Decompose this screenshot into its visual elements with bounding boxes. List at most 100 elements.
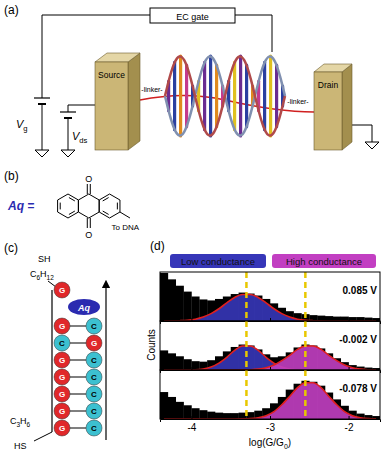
base bbox=[54, 318, 70, 334]
histogram-bar bbox=[184, 405, 192, 419]
helix-rung bbox=[173, 62, 176, 130]
vg-label: Vg bbox=[16, 118, 28, 133]
reference-line bbox=[245, 321, 248, 370]
thiol: SH bbox=[38, 254, 51, 264]
base bbox=[54, 420, 70, 436]
linker-bond bbox=[34, 432, 52, 441]
histogram-bar bbox=[191, 408, 199, 419]
base bbox=[54, 369, 70, 385]
base-pair-bond bbox=[70, 360, 86, 361]
wire bbox=[42, 104, 43, 150]
block-front bbox=[95, 62, 128, 150]
reference-line bbox=[304, 321, 307, 370]
probe bbox=[68, 299, 100, 315]
double-bond bbox=[60, 203, 61, 210]
panel-title: -0.078 V bbox=[339, 383, 377, 394]
fit-line bbox=[164, 295, 376, 321]
ground bbox=[61, 150, 75, 157]
base-label: C bbox=[91, 390, 97, 399]
helix-rung bbox=[203, 62, 206, 130]
wire bbox=[68, 105, 95, 112]
battery-plate bbox=[60, 111, 76, 112]
base-label: G bbox=[59, 407, 65, 416]
histogram-bar bbox=[191, 361, 199, 370]
histogram-bar bbox=[184, 292, 192, 321]
linker-formula: C3H6 bbox=[10, 416, 31, 428]
linker-label: -linker- bbox=[287, 98, 309, 105]
base-label: G bbox=[59, 424, 65, 433]
molecule-name: Aq = bbox=[7, 199, 34, 213]
figure: (a)EC gateVgVdsSourceDrain-linker--linke… bbox=[0, 0, 390, 453]
block-top bbox=[95, 53, 140, 62]
helix-rung bbox=[179, 56, 182, 136]
histogram-bar bbox=[176, 286, 184, 321]
double-bond bbox=[117, 203, 118, 210]
helix-strand bbox=[165, 56, 285, 135]
panel-title: 0.085 V bbox=[343, 285, 378, 296]
fit-area bbox=[164, 346, 376, 370]
double-bond bbox=[69, 198, 75, 201]
x-axis-title-part: ) bbox=[288, 437, 291, 448]
histogram-panel: 0.085 V bbox=[160, 272, 381, 324]
histogram-bar bbox=[168, 397, 176, 419]
reference-line bbox=[245, 272, 248, 321]
base-label: G bbox=[59, 356, 65, 365]
tick: -3 bbox=[266, 416, 275, 433]
base bbox=[86, 386, 102, 402]
base bbox=[86, 420, 102, 436]
histogram-bar bbox=[207, 412, 215, 419]
base-label: G bbox=[59, 322, 65, 331]
base-pair-bond bbox=[70, 428, 86, 429]
base-label: G bbox=[91, 339, 97, 348]
axis-line bbox=[161, 322, 381, 325]
panel-b: (b)Aq =OOTo DNA bbox=[4, 169, 140, 240]
carbonyl-bond bbox=[87, 184, 88, 194]
legend-label: Low conductance bbox=[181, 256, 255, 267]
axis-line bbox=[161, 371, 381, 374]
helix-rung bbox=[209, 56, 212, 136]
carbonyl-bond bbox=[90, 184, 91, 194]
base bbox=[86, 352, 102, 368]
base-pair-bond bbox=[70, 394, 86, 395]
tick-mark bbox=[270, 416, 271, 419]
legend-box bbox=[272, 254, 376, 268]
x-axis-title: log(G/G0) bbox=[249, 437, 291, 450]
wire bbox=[352, 125, 372, 142]
histogram-bar bbox=[160, 392, 168, 419]
base bbox=[54, 335, 70, 351]
panel-d: (d)Low conductanceHigh conductanceCounts… bbox=[146, 239, 381, 450]
base-pair-bond bbox=[70, 326, 86, 327]
attachment-label: To DNA bbox=[112, 223, 140, 232]
histogram-bar bbox=[168, 353, 176, 370]
legend-label: High conductance bbox=[286, 256, 362, 267]
base-label: C bbox=[91, 407, 97, 416]
drain-block bbox=[314, 64, 352, 150]
x-axis-title-part: log(G/G bbox=[249, 437, 284, 448]
base bbox=[54, 352, 70, 368]
subscript: g bbox=[23, 124, 27, 133]
panel-a: (a)EC gateVgVdsSourceDrain-linker--linke… bbox=[4, 3, 379, 157]
reference-line bbox=[245, 370, 248, 419]
subscript: 12 bbox=[47, 274, 55, 281]
base-label: C bbox=[91, 373, 97, 382]
battery-plate bbox=[34, 97, 50, 98]
linker-label: -linker- bbox=[141, 86, 163, 93]
ground bbox=[365, 142, 379, 149]
fit-area bbox=[164, 295, 376, 321]
probe-label: Aq bbox=[77, 303, 90, 313]
tick-mark bbox=[349, 416, 350, 419]
plot-frame bbox=[160, 370, 380, 419]
subscript: ds bbox=[79, 136, 87, 145]
histogram-bar bbox=[176, 356, 184, 370]
y-axis-title: Counts bbox=[146, 329, 157, 361]
histogram-panel: -4-3-2-0.078 Vlog(G/G0) bbox=[160, 370, 381, 450]
gate-box bbox=[150, 8, 235, 23]
wire bbox=[68, 118, 69, 150]
tick-mark bbox=[191, 416, 192, 419]
helix-rung bbox=[185, 65, 188, 127]
oxygen: O bbox=[85, 230, 92, 240]
strand bbox=[105, 284, 106, 440]
source-block bbox=[95, 53, 140, 150]
linker-formula: C6H12 bbox=[30, 269, 54, 281]
histogram-bar bbox=[199, 410, 207, 419]
